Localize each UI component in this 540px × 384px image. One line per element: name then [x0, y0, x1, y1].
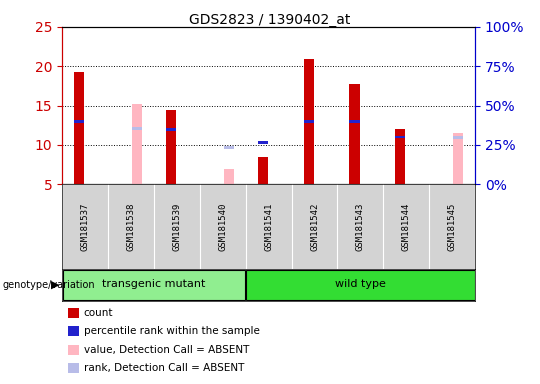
Bar [224, 146, 234, 149]
Bar [395, 129, 406, 184]
Text: GSM181543: GSM181543 [356, 202, 365, 251]
Text: GDS2823 / 1390402_at: GDS2823 / 1390402_at [190, 13, 350, 27]
Text: GSM181544: GSM181544 [402, 202, 411, 251]
Text: GSM181545: GSM181545 [448, 202, 457, 251]
Bar [166, 128, 176, 131]
Bar [453, 136, 463, 139]
Bar [258, 157, 268, 184]
Bar [349, 84, 360, 184]
Bar [224, 169, 234, 184]
Text: GSM181541: GSM181541 [264, 202, 273, 251]
Text: value, Detection Call = ABSENT: value, Detection Call = ABSENT [84, 345, 249, 355]
Bar [349, 120, 360, 123]
Bar [303, 59, 314, 184]
Bar [166, 110, 176, 184]
Bar [74, 120, 84, 123]
Text: count: count [84, 308, 113, 318]
Bar [132, 127, 142, 130]
Text: GSM181539: GSM181539 [172, 202, 181, 251]
Text: rank, Detection Call = ABSENT: rank, Detection Call = ABSENT [84, 363, 244, 373]
Bar [74, 72, 84, 184]
Bar [258, 141, 268, 144]
Bar [395, 136, 406, 139]
Bar [453, 133, 463, 184]
Text: genotype/variation: genotype/variation [3, 280, 96, 290]
Bar [246, 270, 475, 300]
Text: percentile rank within the sample: percentile rank within the sample [84, 326, 260, 336]
Text: wild type: wild type [335, 280, 386, 290]
Text: ▶: ▶ [51, 280, 59, 290]
Bar [63, 270, 245, 300]
Text: transgenic mutant: transgenic mutant [102, 280, 206, 290]
Text: GSM181538: GSM181538 [126, 202, 136, 251]
Text: GSM181537: GSM181537 [80, 202, 90, 251]
Text: GSM181540: GSM181540 [218, 202, 227, 251]
Text: GSM181542: GSM181542 [310, 202, 319, 251]
Bar [303, 120, 314, 123]
Bar [132, 104, 142, 184]
